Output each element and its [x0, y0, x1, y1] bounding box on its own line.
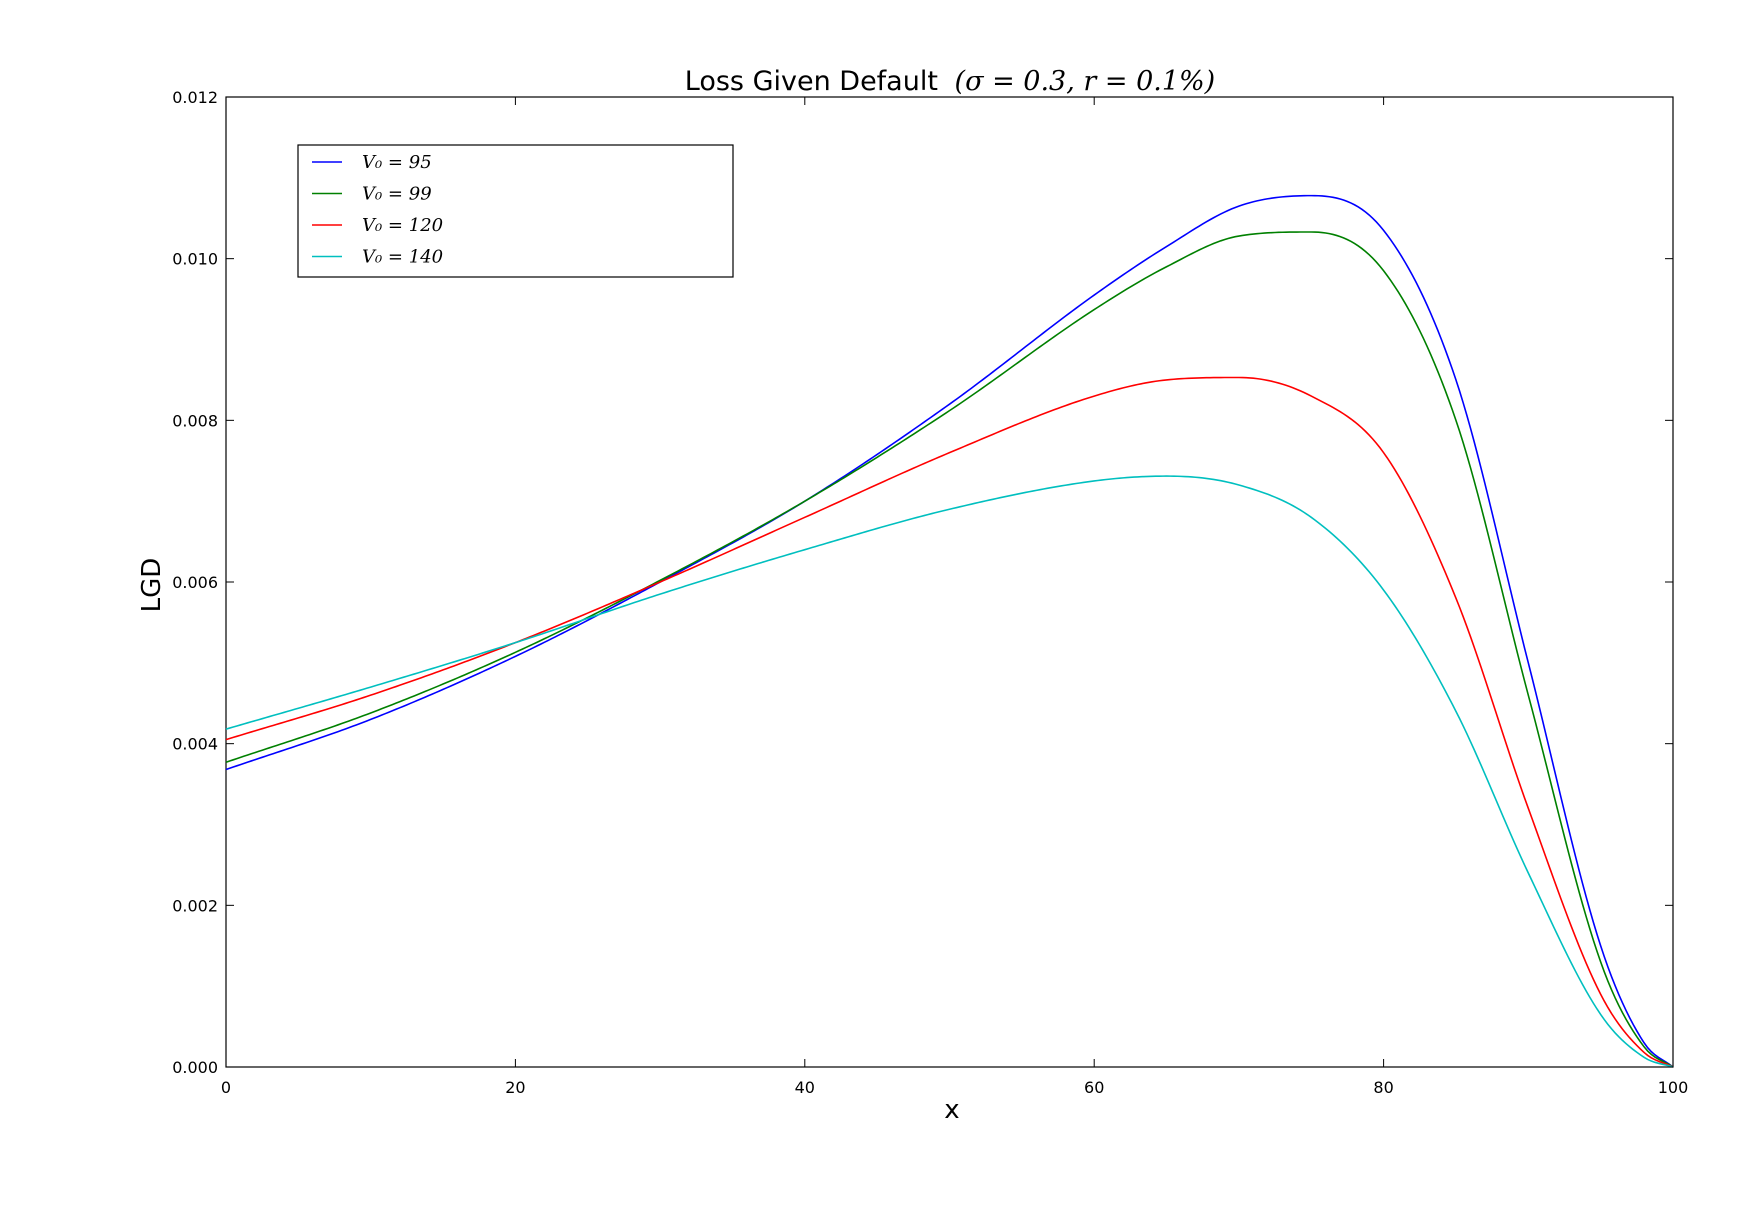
- y-tick-label: 0.000: [172, 1058, 218, 1077]
- series-lines: [225, 194, 1674, 1068]
- y-axis-ticks: 0.000 0.002 0.004 0.006 0.008 0.010 0.012: [172, 88, 1673, 1077]
- x-tick-label: 20: [505, 1078, 525, 1097]
- series-line-2: [225, 376, 1674, 1068]
- y-tick-label: 0.012: [172, 88, 218, 107]
- chart-title-text: Loss Given Default: [685, 66, 938, 97]
- x-tick-label: 0: [221, 1078, 231, 1097]
- legend-box: [297, 144, 734, 278]
- series-line-0: [225, 194, 1674, 1068]
- y-tick-label: 0.010: [172, 250, 218, 269]
- y-tick-label: 0.002: [172, 896, 218, 915]
- x-tick-label: 100: [1658, 1078, 1689, 1097]
- y-tick-label: 0.006: [172, 573, 218, 592]
- series-line-1: [225, 231, 1674, 1068]
- x-tick-label: 80: [1373, 1078, 1393, 1097]
- legend-label-2: V₀ = 120: [362, 215, 443, 236]
- y-tick-label: 0.004: [172, 735, 218, 754]
- y-axis-label: LGD: [137, 558, 167, 613]
- legend-label-3: V₀ = 140: [362, 247, 443, 268]
- x-tick-label: 40: [795, 1078, 815, 1097]
- x-axis-label: x: [944, 1095, 959, 1125]
- chart-title-math: (σ = 0.3, r = 0.1%): [955, 66, 1216, 97]
- legend: V₀ = 95 V₀ = 99 V₀ = 120 V₀ = 140: [297, 144, 734, 278]
- series-line-3: [225, 475, 1674, 1068]
- legend-label-1: V₀ = 99: [362, 184, 432, 205]
- chart-title: Loss Given Default (σ = 0.3, r = 0.1%): [685, 66, 1215, 97]
- legend-label-0: V₀ = 95: [362, 152, 432, 173]
- x-axis-ticks: 0 20 40 60 80 100: [221, 97, 1688, 1097]
- y-tick-label: 0.008: [172, 411, 218, 430]
- x-tick-label: 60: [1084, 1078, 1104, 1097]
